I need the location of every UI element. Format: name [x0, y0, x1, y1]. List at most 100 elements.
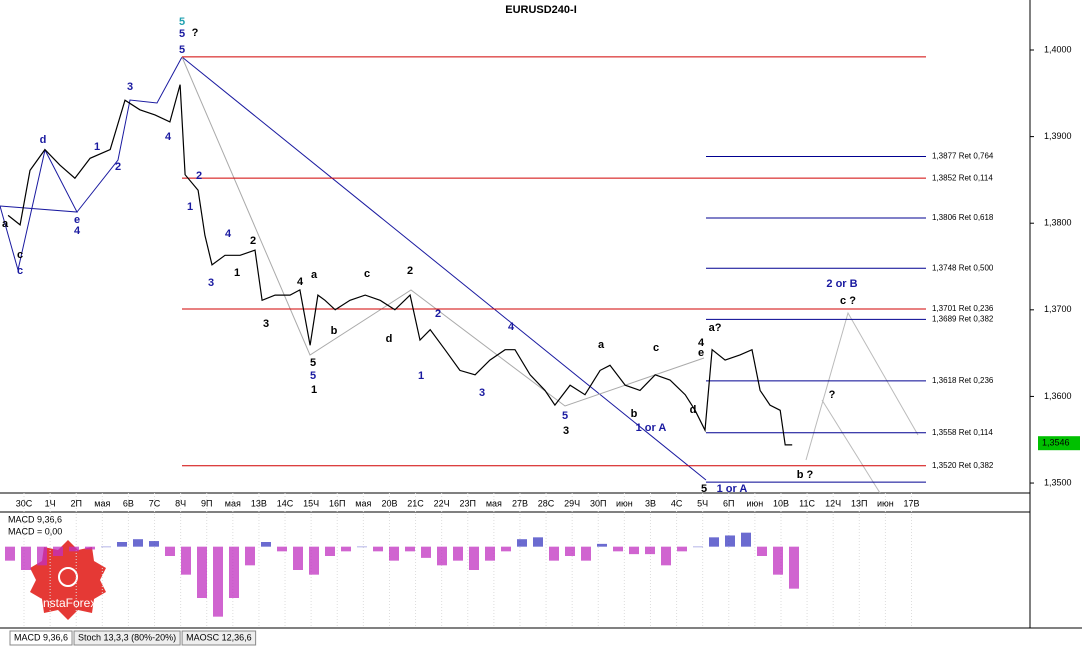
fib-label: 1,3806 Ret 0,618 [932, 213, 994, 222]
wave-label: 5 [701, 483, 707, 495]
wave-label: 2 [115, 161, 121, 173]
macd-bar [277, 546, 287, 552]
macd-bar [533, 537, 543, 547]
wave-label: 5 [179, 44, 185, 56]
wave-label: 1 or A [717, 483, 748, 495]
wave-label: 2 [435, 308, 441, 320]
wave-label: c [653, 342, 659, 354]
fib-label: 1,3877 Ret 0,764 [932, 152, 994, 161]
fib-label: 1,3558 Ret 0,114 [932, 428, 993, 437]
x-tick-label: 5Ч [697, 498, 708, 508]
x-tick-label: 27В [512, 498, 528, 508]
macd-bar [181, 546, 191, 575]
macd-bar [133, 539, 143, 547]
macd-bar [677, 546, 687, 552]
x-tick-label: 30C [16, 498, 33, 508]
x-tick-label: 13В [251, 498, 267, 508]
macd-bar [229, 546, 239, 598]
indicator-tab[interactable] [181, 630, 257, 646]
macd-bar [661, 546, 671, 566]
logo-icon [58, 567, 78, 587]
wave-label: 2 or B [826, 278, 857, 290]
wave-label: d [386, 333, 393, 345]
indicator-tab-label[interactable]: MAOSC 12,36,6 [186, 632, 252, 642]
macd-bar [213, 546, 223, 617]
macd-bar [757, 546, 767, 556]
macd-bar [69, 546, 79, 552]
macd-bar [37, 546, 47, 566]
indicator-tab-label[interactable]: MACD 9,36,6 [14, 632, 68, 642]
indicator-tab[interactable] [9, 630, 73, 646]
macd-bar [21, 546, 31, 570]
macd-bar [357, 546, 367, 548]
x-tick-label: 12Ч [825, 498, 841, 508]
wave-label: 1 [187, 201, 193, 213]
x-tick-label: 30П [590, 498, 606, 508]
macd-bar [789, 546, 799, 589]
wave-label: 5 [310, 370, 316, 382]
wave-label: 4 [698, 337, 705, 349]
x-tick-label: 4С [671, 498, 683, 508]
wave-label: b [331, 325, 338, 337]
wave-label: c ? [840, 295, 856, 307]
wave-label: 2 [407, 265, 413, 277]
fib-label: 1,3701 Ret 0,236 [932, 304, 994, 313]
macd-readout: MACD = 0,00 [8, 526, 62, 536]
macd-bar [245, 546, 255, 566]
wave-label: ? [829, 389, 836, 401]
wave-line [181, 56, 707, 481]
wave-line [76, 56, 183, 213]
x-tick-label: 23П [460, 498, 476, 508]
fib-label: 1,3852 Ret 0,114 [932, 173, 993, 182]
x-tick-label: 22Ч [434, 498, 450, 508]
wave-label: b ? [797, 469, 814, 481]
macd-bar [117, 542, 127, 547]
x-tick-label: 2П [70, 498, 81, 508]
y-tick-label: 1,3700 [1044, 304, 1072, 314]
x-tick-label: 6П [723, 498, 734, 508]
indicator-tab[interactable] [73, 630, 181, 646]
x-tick-label: 13П [851, 498, 867, 508]
wave-label: d [690, 404, 697, 416]
indicator-tab-label[interactable]: Stoch 13,3,3 (80%-20%) [78, 632, 176, 642]
macd-bar [741, 532, 751, 547]
macd-bar [709, 537, 719, 547]
y-tick-label: 1,3800 [1044, 218, 1072, 228]
wave-label: a [598, 339, 605, 351]
x-tick-label: 15Ч [303, 498, 319, 508]
macd-bar [581, 546, 591, 561]
macd-bar [693, 546, 703, 548]
fib-label: 1,3748 Ret 0,500 [932, 263, 994, 272]
x-tick-label: 1Ч [45, 498, 56, 508]
macd-bar [149, 541, 159, 547]
wave-label: c [17, 265, 23, 277]
wave-label: 1 [234, 267, 240, 279]
fib-label: 1,3618 Ret 0,236 [932, 376, 994, 385]
macd-bar [373, 546, 383, 552]
wave-label: c [364, 268, 370, 280]
forecast-line [805, 311, 919, 461]
last-price-badge [1038, 436, 1080, 451]
x-tick-label: 21С [407, 498, 424, 508]
x-tick-label: мая [225, 498, 241, 508]
macd-bar [549, 546, 559, 561]
wave-label: 5 [310, 357, 316, 369]
y-tick-label: 1,3900 [1044, 131, 1072, 141]
macd-bar [197, 546, 207, 598]
x-tick-label: 17В [903, 498, 919, 508]
wave-label: 5 [179, 28, 185, 40]
wave-label: 1 [94, 141, 100, 153]
wave-label: c [17, 249, 23, 261]
x-tick-label: июн [877, 498, 894, 508]
wave-label: e [74, 214, 80, 226]
macd-bar [5, 546, 15, 561]
macd-bar [469, 546, 479, 570]
x-tick-label: 3В [645, 498, 656, 508]
macd-bar [101, 546, 111, 548]
macd-bar [773, 546, 783, 575]
macd-bar [309, 546, 319, 575]
macd-bar [421, 546, 431, 558]
x-tick-label: 7С [149, 498, 161, 508]
